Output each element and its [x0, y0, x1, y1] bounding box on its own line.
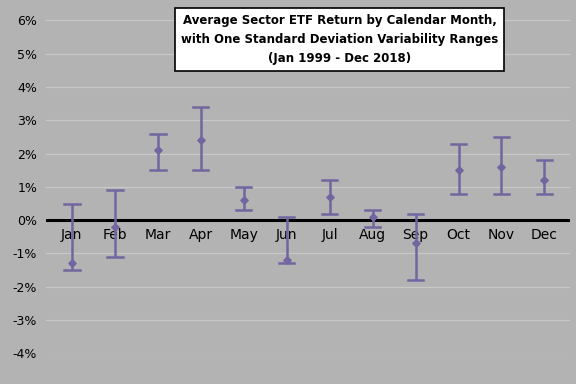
Text: Average Sector ETF Return by Calendar Month,
with One Standard Deviation Variabi: Average Sector ETF Return by Calendar Mo…	[181, 14, 498, 65]
Point	[282, 257, 291, 263]
Point	[454, 167, 463, 173]
Point	[67, 260, 77, 266]
Point	[110, 224, 119, 230]
Point	[239, 197, 248, 203]
Point	[325, 194, 334, 200]
Point	[153, 147, 162, 153]
Point	[540, 177, 549, 183]
Point	[411, 240, 420, 247]
Point	[196, 137, 206, 143]
Point	[368, 214, 377, 220]
Point	[497, 164, 506, 170]
